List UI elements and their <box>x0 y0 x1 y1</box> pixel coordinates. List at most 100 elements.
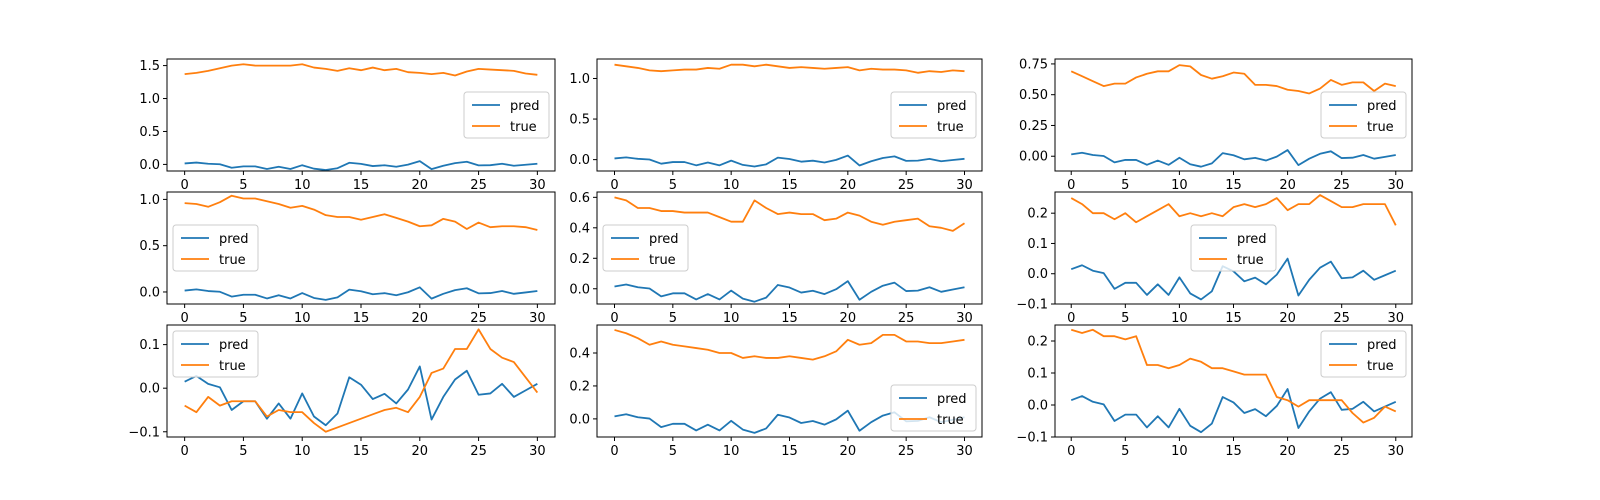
y-tick-label: 0.5 <box>569 113 590 128</box>
x-tick-label: 30 <box>956 311 973 326</box>
x-tick-label: 15 <box>1225 444 1242 459</box>
x-tick-label: 10 <box>723 311 740 326</box>
chart-panel-2: 0 5 10 15 20 25 30 0.0 0.5 1.0 pred true <box>569 58 983 193</box>
x-tick-label: 10 <box>723 444 740 459</box>
x-tick-label: 10 <box>294 444 311 459</box>
x-tick-label: 15 <box>1225 311 1242 326</box>
series-line-true <box>614 329 965 361</box>
y-tick-label: 0.5 <box>139 239 160 254</box>
x-tick-label: 10 <box>1171 311 1188 326</box>
x-tick-label: 5 <box>239 444 247 459</box>
x-tick-label: 20 <box>1279 444 1296 459</box>
x-tick-label: 20 <box>840 178 857 193</box>
x-tick-label: 30 <box>1387 178 1404 193</box>
y-tick-label: 0.2 <box>569 379 590 394</box>
series-line-pred <box>184 160 538 171</box>
series-line-true <box>614 196 965 232</box>
legend-label-true: true <box>1367 359 1394 374</box>
y-tick-label: 0.0 <box>569 153 590 168</box>
chart-panel-7: 0 5 10 15 20 25 30 −0.1 0.0 0.1 pred true <box>128 324 556 459</box>
x-tick-label: 30 <box>1387 311 1404 326</box>
chart-panel-5: 0 5 10 15 20 25 30 0.0 0.2 0.4 0.6 pred true <box>569 191 983 326</box>
legend-label-pred: pred <box>219 232 249 247</box>
legend: pred true <box>172 330 259 378</box>
x-tick-label: 0 <box>1067 311 1075 326</box>
legend: pred true <box>890 384 977 432</box>
y-tick-label: 0.50 <box>1019 88 1048 103</box>
y-tick-label: 0.25 <box>1019 119 1048 134</box>
chart-panel-6: 0 5 10 15 20 25 30 −0.1 0.0 0.1 0.2 pred true <box>1016 191 1413 326</box>
series-line-true <box>184 63 538 77</box>
series-line-true <box>614 63 965 74</box>
x-tick-label: 25 <box>1333 311 1350 326</box>
x-tick-label: 30 <box>1387 444 1404 459</box>
x-tick-label: 5 <box>669 311 677 326</box>
y-tick-label: 1.0 <box>569 72 590 87</box>
series-line-true <box>1070 64 1396 95</box>
x-tick-label: 5 <box>1121 444 1129 459</box>
x-tick-label: 20 <box>840 444 857 459</box>
chart-panel-3: 0 5 10 15 20 25 30 0.00 0.25 0.50 0.75 pred true <box>1019 57 1413 193</box>
legend-label-true: true <box>219 359 246 374</box>
y-tick-label: 0.0 <box>139 158 160 173</box>
x-tick-label: 15 <box>353 311 370 326</box>
y-tick-label: 0.2 <box>1027 335 1048 350</box>
x-tick-label: 15 <box>353 444 370 459</box>
y-tick-label: 0.2 <box>1027 207 1048 222</box>
x-tick-label: 25 <box>470 311 487 326</box>
x-tick-label: 5 <box>669 178 677 193</box>
legend-label-true: true <box>937 413 964 428</box>
series-line-pred <box>1071 149 1396 168</box>
series-line-pred <box>614 154 965 168</box>
x-tick-label: 30 <box>529 311 546 326</box>
x-tick-label: 25 <box>898 311 915 326</box>
x-tick-label: 0 <box>610 178 618 193</box>
legend: pred true <box>463 91 550 139</box>
x-tick-label: 20 <box>1279 178 1296 193</box>
y-tick-label: 0.4 <box>569 221 590 236</box>
series-line-true <box>184 328 539 433</box>
y-tick-label: 0.0 <box>1027 267 1048 282</box>
x-tick-label: 15 <box>1225 178 1242 193</box>
series-line-pred <box>614 280 965 303</box>
series-line-true <box>1070 194 1397 226</box>
legend: pred true <box>1190 224 1277 272</box>
legend: pred true <box>172 224 259 272</box>
x-tick-label: 25 <box>1333 178 1350 193</box>
legend-label-pred: pred <box>1367 99 1397 114</box>
legend: pred true <box>890 91 977 139</box>
y-tick-label: 0.2 <box>569 252 590 267</box>
legend-label-true: true <box>1367 120 1394 135</box>
y-tick-label: 1.0 <box>139 193 160 208</box>
x-tick-label: 0 <box>1067 444 1075 459</box>
legend-label-true: true <box>937 120 964 135</box>
x-tick-label: 0 <box>180 444 188 459</box>
x-tick-label: 10 <box>1171 178 1188 193</box>
x-tick-label: 30 <box>956 444 973 459</box>
series-line-true <box>1070 328 1397 424</box>
x-tick-label: 30 <box>529 178 546 193</box>
x-tick-label: 10 <box>294 178 311 193</box>
x-tick-label: 0 <box>610 444 618 459</box>
x-tick-label: 10 <box>1171 444 1188 459</box>
series-line-pred <box>1070 388 1397 434</box>
legend-label-true: true <box>1237 253 1264 268</box>
chart-panel-8: 0 5 10 15 20 25 30 0.0 0.2 0.4 pred true <box>569 324 983 459</box>
x-tick-label: 15 <box>781 311 798 326</box>
legend-label-pred: pred <box>937 99 967 114</box>
x-tick-label: 20 <box>1279 311 1296 326</box>
x-tick-label: 5 <box>1121 311 1129 326</box>
y-tick-label: 0.0 <box>569 282 590 297</box>
x-tick-label: 25 <box>898 178 915 193</box>
x-tick-label: 0 <box>610 311 618 326</box>
legend-label-pred: pred <box>1237 232 1267 247</box>
y-tick-label: 0.1 <box>139 338 160 353</box>
x-tick-label: 30 <box>529 444 546 459</box>
x-tick-label: 15 <box>781 178 798 193</box>
y-tick-label: 0.0 <box>569 412 590 427</box>
x-tick-label: 25 <box>470 178 487 193</box>
x-tick-label: 25 <box>1333 444 1350 459</box>
y-tick-label: 0.0 <box>139 285 160 300</box>
legend: pred true <box>1320 330 1407 378</box>
